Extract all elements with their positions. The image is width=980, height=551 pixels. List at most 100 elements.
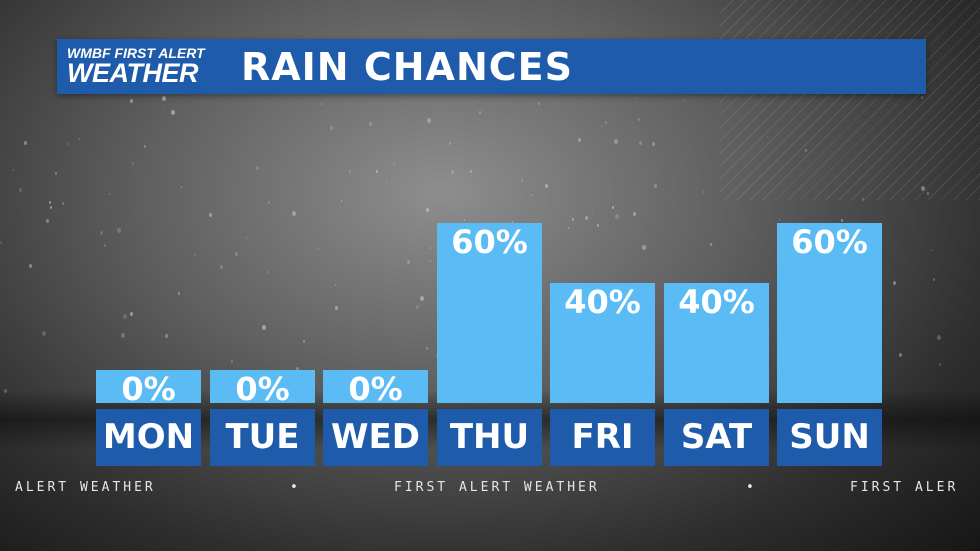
logo-bottom-text: WEATHER — [67, 58, 199, 88]
bar-wed — [323, 370, 428, 403]
rain-drop — [521, 179, 523, 182]
day-label-tue: TUE — [210, 409, 315, 466]
bar-fri — [550, 283, 655, 403]
rain-drop — [303, 340, 305, 343]
rain-drop — [407, 260, 410, 264]
rain-drop — [335, 284, 336, 286]
rain-drop — [568, 227, 569, 229]
rain-drop — [123, 314, 127, 319]
rain-drop — [0, 241, 2, 244]
rain-drop — [24, 141, 27, 145]
data-label-mon: 0% — [121, 370, 176, 408]
rain-drop — [451, 170, 454, 174]
rain-drop — [767, 136, 768, 138]
rain-drop — [268, 201, 270, 204]
rain-drop — [638, 118, 640, 121]
day-label-fri: FRI — [550, 409, 655, 466]
rain-drop — [29, 264, 32, 268]
day-label-sat: SAT — [664, 409, 769, 466]
rain-drop — [171, 110, 175, 115]
rain-streaks — [720, 0, 980, 200]
rain-drop — [104, 244, 106, 247]
rain-drop — [13, 169, 14, 171]
rain-drop — [531, 194, 532, 196]
rain-drop — [49, 201, 51, 204]
rain-drop — [292, 211, 296, 216]
rain-drop — [927, 192, 929, 195]
rain-drop — [220, 265, 223, 269]
rain-drop — [615, 214, 619, 219]
rain-drop — [246, 237, 247, 239]
rain-drop — [330, 126, 333, 130]
bar-thu — [437, 223, 542, 403]
header-banner: WMBF FIRST ALERT WEATHER RAIN CHANCES — [57, 39, 926, 94]
rain-drop — [100, 231, 103, 235]
rain-drop — [430, 260, 431, 262]
rain-drop — [231, 360, 233, 363]
rain-drop — [235, 252, 238, 256]
rain-drop — [899, 353, 902, 357]
rain-drop — [376, 170, 378, 173]
rain-drop — [268, 271, 269, 273]
rain-drop — [19, 188, 22, 192]
rain-drop — [585, 216, 588, 220]
rain-drop — [42, 331, 46, 336]
rain-drop — [50, 206, 52, 209]
rain-drop — [386, 180, 387, 182]
day-label-wed: WED — [323, 409, 428, 466]
rain-drop — [341, 200, 342, 202]
rain-drop — [470, 170, 472, 173]
ticker-strip: ALERT WEATHER • FIRST ALERT WEATHER • FI… — [0, 480, 980, 498]
rain-drop — [318, 248, 319, 250]
rain-drop — [55, 172, 57, 175]
rain-drop — [779, 219, 780, 221]
rain-drop — [132, 162, 134, 165]
rain-drop — [427, 118, 431, 123]
rain-drop — [121, 333, 125, 338]
rain-drop — [162, 96, 166, 101]
data-label-tue: 0% — [235, 370, 290, 408]
rain-drop — [194, 253, 196, 256]
rain-drop — [921, 186, 925, 191]
rain-drop — [639, 141, 642, 145]
rain-drop — [75, 359, 76, 361]
rain-drop — [449, 142, 451, 145]
rain-drop — [420, 296, 424, 301]
rain-drop — [416, 305, 419, 309]
rain-drop — [572, 218, 574, 221]
rain-drop — [931, 249, 932, 251]
rain-drop — [862, 198, 864, 201]
rain-drop — [939, 363, 941, 366]
page-title: RAIN CHANCES — [241, 45, 573, 89]
rain-drop — [612, 206, 614, 209]
rain-drop — [130, 99, 133, 103]
rain-drop — [130, 312, 133, 316]
bar-tue — [210, 370, 315, 403]
rain-drop — [578, 138, 581, 142]
rain-drop — [109, 193, 110, 195]
rain-drop — [181, 186, 182, 188]
day-label-thu: THU — [437, 409, 542, 466]
data-label-thu: 60% — [451, 223, 528, 261]
ticker-text-mid: FIRST ALERT WEATHER — [394, 480, 600, 495]
rain-drop — [296, 367, 299, 371]
rain-drop — [68, 143, 69, 145]
day-label-sun: SUN — [777, 409, 882, 466]
rain-drop — [605, 121, 607, 124]
logo-top-text: WMBF FIRST ALERT — [67, 45, 205, 61]
rain-drop — [165, 334, 168, 338]
rain-drop — [164, 106, 165, 108]
rain-drop — [512, 221, 513, 223]
day-label-mon: MON — [96, 409, 201, 466]
rain-drop — [633, 212, 636, 216]
rain-drop — [426, 208, 429, 212]
rain-drop — [369, 122, 372, 126]
rain-drop — [937, 335, 941, 340]
rain-drop — [393, 162, 395, 165]
data-label-wed: 0% — [348, 370, 403, 408]
rain-drop — [209, 213, 212, 217]
rain-drop — [601, 125, 602, 127]
ticker-text-left: ALERT WEATHER — [15, 480, 156, 495]
rain-drop — [652, 142, 655, 146]
